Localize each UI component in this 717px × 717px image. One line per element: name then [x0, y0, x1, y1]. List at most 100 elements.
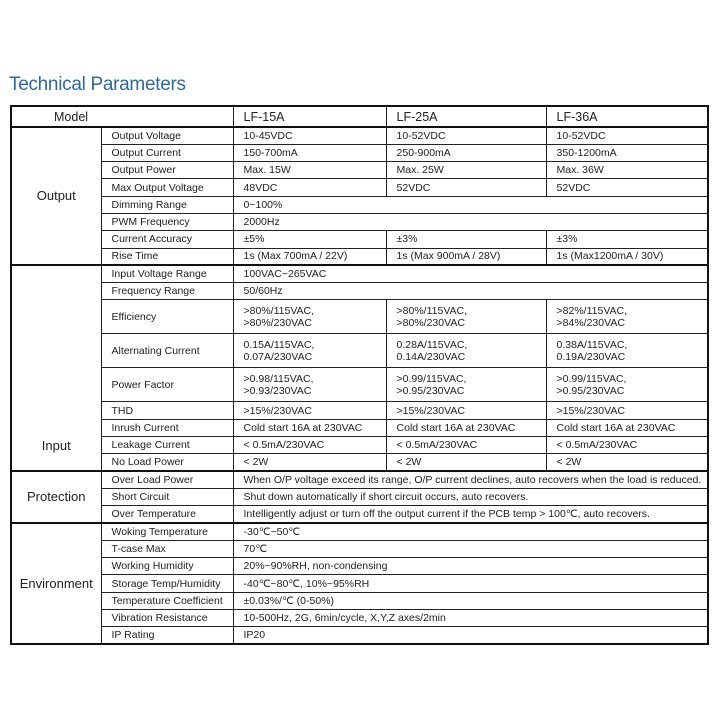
parameter-value: ±3% [545, 230, 709, 249]
table-row: Max Output Voltage 48VDC 52VDC 52VDC [11, 178, 709, 197]
parameter-value: 150-700mA [232, 143, 387, 163]
parameter-name: T-case Max [100, 539, 234, 559]
parameter-value: ±3% [385, 230, 547, 249]
table-row: Frequency Range 50/60Hz [11, 282, 709, 301]
parameter-value: 2000Hz [232, 212, 709, 232]
parameter-name: IP Rating [100, 626, 234, 645]
parameter-value: Max. 36W [545, 161, 709, 180]
parameter-value: 10-45VDC [232, 125, 387, 145]
parameter-value: Shut down automatically if short circuit… [232, 487, 709, 507]
parameter-value: 10-52VDC [545, 125, 709, 145]
parameter-name: Input Voltage Range [100, 264, 234, 284]
parameter-value: ±0.03%/℃ (0-50%) [232, 591, 709, 611]
table-row: Dimming Range 0~100% [11, 195, 709, 214]
parameter-value: Intelligently adjust or turn off the out… [232, 505, 709, 524]
parameter-value: >0.99/115VAC, >0.95/230VAC [545, 367, 709, 403]
parameter-name: Working Humidity [100, 557, 234, 576]
parameter-value: >15%/230VAC [545, 401, 709, 420]
parameter-value: >0.98/115VAC, >0.93/230VAC [232, 367, 387, 403]
table-row: Working Humidity 20%~90%RH, non-condensin… [11, 557, 709, 576]
parameter-name: Alternating Current [100, 333, 234, 369]
parameter-value: 1s (Max 900mA / 28V) [385, 247, 547, 266]
parameter-name: Power Factor [100, 367, 234, 403]
parameter-value: ±5% [232, 230, 387, 249]
section-label: Protection [10, 470, 102, 524]
parameter-value: 70℃ [232, 539, 709, 559]
table-row: Protection Over Load Power When O/P voltag… [10, 470, 709, 524]
parameter-value: >15%/230VAC [232, 401, 387, 420]
parameter-name: Current Accuracy [100, 230, 234, 249]
parameter-value: 52VDC [545, 178, 709, 197]
table-row: Efficiency >80%/115VAC, >80%/230VAC >80%/1… [11, 299, 709, 335]
parameter-value: 48VDC [232, 178, 387, 197]
section-label: Environment [10, 522, 102, 645]
parameter-value: < 2W [385, 453, 547, 472]
parameter-value: Max. 25W [385, 161, 547, 180]
table-row: T-case Max 70℃ [11, 539, 709, 559]
parameter-name: Temperature Coefficient [100, 591, 234, 611]
parameter-value: >82%/115VAC, >84%/230VAC [545, 299, 709, 335]
parameter-value: < 0.5mA/230VAC [385, 436, 547, 455]
table-row: Over Temperature Intelligently adjust or … [11, 505, 709, 524]
parameter-name: Frequency Range [100, 282, 234, 301]
parameter-value: 10-500Hz, 2G, 6min/cycle, X,Y,Z axes/2mi… [232, 609, 709, 628]
parameter-value: 0~100% [232, 195, 709, 214]
parameter-value: 50/60Hz [232, 282, 709, 301]
technical-parameters-table: Model LF-15A LF-25A LF-36A Output Output … [10, 105, 710, 646]
model-name: LF-15A [232, 105, 387, 128]
section-label: Input [10, 264, 102, 472]
parameter-value: >15%/230VAC [385, 401, 547, 420]
parameter-name: Rise Time [100, 247, 234, 266]
model-label: Model [10, 105, 234, 128]
table-row: No Load Power < 2W < 2W < 2W [11, 453, 709, 472]
parameter-name: Over Load Power [100, 470, 234, 489]
parameter-value: 0.28A/115VAC, 0.14A/230VAC [385, 333, 547, 369]
model-name: LF-36A [545, 105, 709, 128]
parameter-value: -40℃~80℃, 10%~95%RH [232, 574, 709, 593]
parameter-value: < 2W [545, 453, 709, 472]
parameter-name: Storage Temp/Humidity [100, 574, 234, 593]
parameter-name: THD [100, 401, 234, 420]
parameter-name: Dimming Range [100, 195, 234, 214]
parameter-value: 52VDC [385, 178, 547, 197]
table-row: Leakage Current < 0.5mA/230VAC < 0.5mA/230… [11, 436, 709, 455]
parameter-value: >80%/115VAC, >80%/230VAC [232, 299, 387, 335]
parameter-value: Cold start 16A at 230VAC [385, 418, 547, 438]
parameter-value: < 0.5mA/230VAC [545, 436, 709, 455]
parameter-name: Inrush Current [100, 418, 234, 438]
table-row: Output Power Max. 15W Max. 25W Max. 36W [11, 161, 709, 180]
parameter-name: Leakage Current [100, 436, 234, 455]
table-row: IP Rating IP20 [11, 626, 709, 645]
parameter-value: Max. 15W [232, 161, 387, 180]
parameter-value: >0.99/115VAC, >0.95/230VAC [385, 367, 547, 403]
table-row: Environment Woking Temperature -30℃~50℃ [10, 522, 709, 645]
table-row: Vibration Resistance 10-500Hz, 2G, 6min/c… [11, 609, 709, 628]
parameter-value: 10-52VDC [385, 125, 547, 145]
model-header-row: Model LF-15A LF-25A LF-36A [10, 105, 709, 128]
parameter-value: 1s (Max 700mA / 22V) [232, 247, 387, 266]
parameter-value: Cold start 16A at 230VAC [545, 418, 709, 438]
parameter-value: < 0.5mA/230VAC [232, 436, 387, 455]
table-row: Output Current 150-700mA 250-900mA 350-1200… [11, 143, 709, 163]
table-row: Short Circuit Shut down automatically if … [11, 487, 709, 507]
parameter-value: 350-1200mA [545, 143, 709, 163]
table-row: Input Input Voltage Range 100VAC~265VAC [10, 264, 709, 472]
parameter-value: >80%/115VAC, >80%/230VAC [385, 299, 547, 335]
parameter-value: Cold start 16A at 230VAC [232, 418, 387, 438]
table-row: PWM Frequency 2000Hz [11, 212, 709, 232]
section-label: Output [10, 125, 102, 266]
parameter-value: 1s (Max1200mA / 30V) [545, 247, 709, 266]
parameter-value: When O/P voltage exceed its range, O/P c… [232, 470, 709, 489]
table-row: THD >15%/230VAC >15%/230VAC >15%/230VAC [11, 401, 709, 420]
table-row: Power Factor >0.98/115VAC, >0.93/230VAC >0… [11, 367, 709, 403]
parameter-name: Max Output Voltage [100, 178, 234, 197]
table-row: Output Output Voltage 10-45VDC 10-52VDC 10-5… [10, 125, 709, 266]
parameter-value: < 2W [232, 453, 387, 472]
parameter-value: 20%~90%RH, non-condensing [232, 557, 709, 576]
page-title: Technical Parameters [9, 74, 186, 95]
table-row: Temperature Coefficient ±0.03%/℃ (0-50%) [11, 591, 709, 611]
parameter-name: Vibration Resistance [100, 609, 234, 628]
parameter-name: Short Circuit [100, 487, 234, 507]
model-name: LF-25A [385, 105, 547, 128]
parameter-value: -30℃~50℃ [232, 522, 709, 541]
